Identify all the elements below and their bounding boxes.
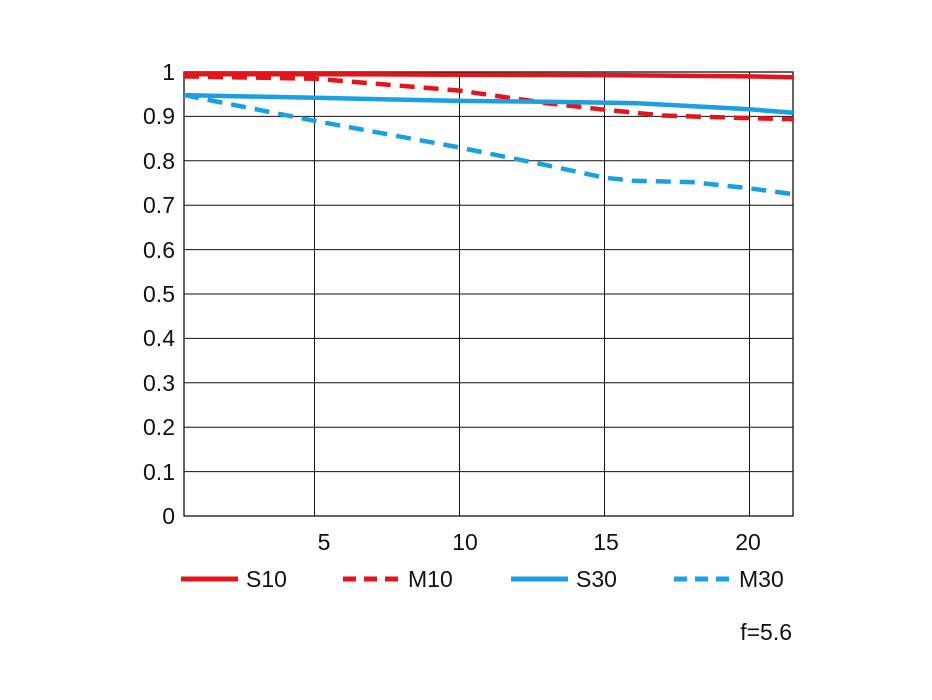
y-tick-label: 0.1 [143, 459, 175, 485]
y-tick-label: 0.5 [143, 281, 175, 307]
y-tick-label: 1 [162, 59, 175, 85]
x-tick-label: 5 [318, 529, 331, 555]
x-tick-label: 20 [735, 529, 761, 555]
legend: S10 M10 S30 M30 [181, 566, 784, 592]
series-lines [183, 71, 794, 197]
y-tick-label: 0.2 [143, 414, 175, 440]
y-tick-labels: 0 0.1 0.2 0.3 0.4 0.5 0.6 0.7 0.8 0.9 1 [143, 59, 175, 529]
legend-label-s10: S10 [246, 566, 287, 592]
series-line-s10 [184, 71, 794, 80]
series-line-m30 [183, 92, 794, 197]
y-tick-label: 0.6 [143, 237, 175, 263]
y-tick-label: 0.7 [143, 192, 175, 218]
y-tick-label: 0.9 [143, 103, 175, 129]
x-tick-labels: 5 10 15 20 [318, 529, 761, 555]
series-line-m10 [183, 74, 794, 122]
aperture-label: f=5.6 [740, 619, 792, 645]
legend-label-m30: M30 [739, 566, 784, 592]
y-tick-label: 0 [162, 503, 175, 529]
legend-label-s30: S30 [576, 566, 617, 592]
y-tick-label: 0.4 [143, 325, 175, 351]
series-line-s30 [183, 92, 794, 116]
x-tick-label: 10 [452, 529, 478, 555]
x-tick-label: 15 [593, 529, 619, 555]
legend-label-m10: M10 [408, 566, 453, 592]
y-tick-label: 0.8 [143, 148, 175, 174]
grid-lines [184, 72, 793, 516]
y-tick-label: 0.3 [143, 370, 175, 396]
